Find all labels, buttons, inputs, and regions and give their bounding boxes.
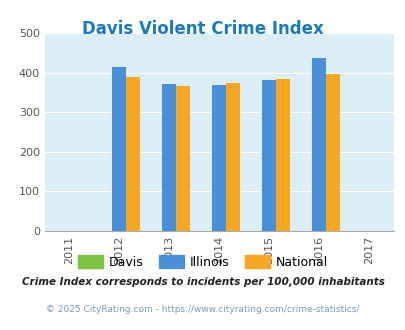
Bar xyxy=(112,67,126,231)
Bar xyxy=(262,80,275,231)
Bar xyxy=(126,77,140,231)
Bar xyxy=(226,82,240,231)
Bar xyxy=(311,57,325,231)
Text: © 2025 CityRating.com - https://www.cityrating.com/crime-statistics/: © 2025 CityRating.com - https://www.city… xyxy=(46,305,359,314)
Bar xyxy=(325,74,339,231)
Legend: Davis, Illinois, National: Davis, Illinois, National xyxy=(72,250,333,274)
Bar xyxy=(176,86,190,231)
Text: Davis Violent Crime Index: Davis Violent Crime Index xyxy=(82,20,323,38)
Text: Crime Index corresponds to incidents per 100,000 inhabitants: Crime Index corresponds to incidents per… xyxy=(21,278,384,287)
Bar xyxy=(275,79,289,231)
Bar xyxy=(212,85,226,231)
Bar xyxy=(162,84,176,231)
